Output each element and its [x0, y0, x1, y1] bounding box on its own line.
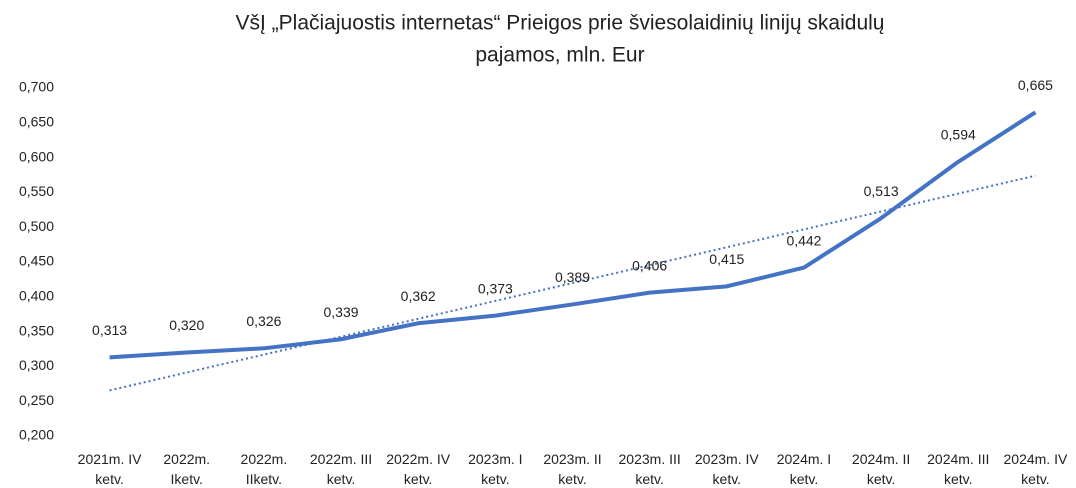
- y-tick-label: 0,250: [19, 392, 54, 408]
- x-tick-label: 2022m. III ketv.: [310, 451, 372, 487]
- x-tick-label: 2023m. IV ketv.: [695, 451, 759, 487]
- x-tick-label: 2024m. IV ketv.: [1004, 451, 1068, 487]
- data-label: 0,313: [92, 322, 127, 338]
- y-tick-label: 0,550: [19, 183, 54, 199]
- data-label: 0,320: [169, 317, 204, 333]
- y-tick-label: 0,200: [19, 427, 54, 443]
- data-label: 0,362: [401, 288, 436, 304]
- data-label: 0,415: [709, 251, 744, 267]
- y-tick-label: 0,300: [19, 357, 54, 373]
- data-label: 0,513: [864, 183, 899, 199]
- data-label: 0,406: [632, 257, 667, 273]
- line: [109, 110, 1037, 360]
- x-tick-label: 2024m. III ketv.: [927, 451, 989, 487]
- data-label: 0,442: [786, 232, 821, 248]
- y-tick-label: 0,500: [19, 218, 54, 234]
- y-tick-label: 0,700: [19, 79, 54, 95]
- y-tick-label: 0,650: [19, 114, 54, 130]
- x-tick-label: 2024m. II ketv.: [852, 451, 910, 487]
- x-tick-label: 2022m. IV ketv.: [386, 451, 450, 487]
- y-tick-label: 0,450: [19, 253, 54, 269]
- chart-title: pajamos, mln. Eur: [475, 44, 644, 67]
- x-tick-label: 2022m. IIketv.: [241, 451, 288, 487]
- y-tick-label: 0,600: [19, 148, 54, 164]
- y-tick-label: 0,350: [19, 322, 54, 338]
- x-tick-label: 2023m. III ketv.: [619, 451, 681, 487]
- data-label: 0,373: [478, 280, 513, 296]
- x-tick-label: 2022m. Iketv.: [163, 451, 210, 487]
- data-label: 0,339: [324, 304, 359, 320]
- chart-title: VšĮ „Plačiajuostis internetas“ Prieigos …: [236, 12, 885, 35]
- data-label: 0,594: [941, 126, 976, 142]
- x-tick-label: 2023m. II ketv.: [543, 451, 601, 487]
- data-label: 0,389: [555, 269, 590, 285]
- trendline: [109, 174, 1036, 392]
- data-label: 0,326: [246, 313, 281, 329]
- y-tick-label: 0,400: [19, 288, 54, 304]
- x-tick-label: 2021m. IV ketv.: [78, 451, 142, 487]
- data-label: 0,665: [1018, 77, 1053, 93]
